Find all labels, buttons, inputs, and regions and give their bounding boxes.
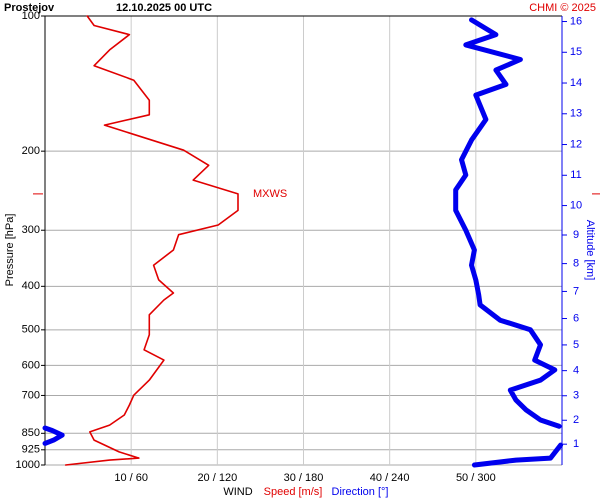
y2-axis-label: Altitude [km] [584,220,596,281]
credit: CHMI © 2025 [529,2,596,14]
profile-line [42,425,65,446]
y2-tick-label: 10 [570,199,582,211]
y-tick-label: 1000 [16,459,40,471]
y-tick-label: 850 [22,427,40,439]
chart-title: Prostejov [4,2,55,14]
y2-tick-label: 5 [573,339,579,351]
y2-tick-label: 8 [573,258,579,270]
x-tick-label: 50 / 300 [456,472,496,484]
y2-tick-label: 16 [570,15,582,27]
y-tick-label: 500 [22,324,40,336]
y2-tick-label: 1 [573,438,579,450]
speed-label: Speed [m/s] [264,486,323,498]
x-tick-label: 20 / 120 [197,472,237,484]
y2-tick-label: 7 [573,285,579,297]
y2-tick-label: 6 [573,312,579,324]
y2-tick-label: 3 [573,390,579,402]
y2-tick-label: 12 [570,138,582,150]
y-tick-label: 200 [22,145,40,157]
y-tick-label: 400 [22,280,40,292]
annotation: MXWS [253,188,287,200]
x-axis-label: WIND [223,486,252,498]
y2-tick-label: 15 [570,46,582,58]
chart-subtitle: 12.10.2025 00 UTC [116,2,212,14]
x-tick-label: 40 / 240 [370,472,410,484]
profile-line [64,15,239,466]
direction-label: Direction [°] [332,486,389,498]
profile-line [471,442,564,468]
y-tick-label: 925 [22,444,40,456]
x-tick-label: 30 / 180 [284,472,324,484]
y-tick-label: 600 [22,359,40,371]
y2-tick-label: 2 [573,414,579,426]
y2-tick-label: 13 [570,108,582,120]
y-tick-label: 300 [22,224,40,236]
y2-tick-label: 14 [570,77,582,89]
y2-tick-label: 11 [570,169,581,181]
profile-line [453,17,562,429]
y-tick-label: 700 [22,389,40,401]
y-axis-label: Pressure [hPa] [4,214,16,287]
y2-tick-label: 4 [573,365,579,377]
y-tick-label: 100 [22,10,40,22]
y2-tick-label: 9 [573,229,579,241]
x-tick-label: 10 / 60 [114,472,148,484]
